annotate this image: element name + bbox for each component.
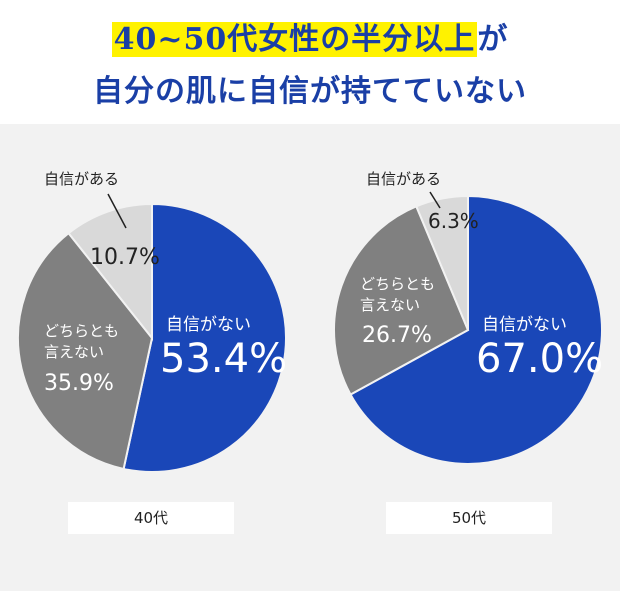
title-line-1: 40~50代女性の半分以上が (0, 14, 620, 58)
age-label-50s-text: 50代 (451, 509, 487, 527)
pie-slice-no-confidence-50s (349, 194, 603, 465)
age-label-40s: 40代 (68, 502, 234, 534)
value-confident-40s: 10.7% (90, 245, 160, 270)
pie-slice-confident-40s (67, 202, 153, 341)
pie-charts: 自信がある 10.7% どちらとも 言えない 35.9% 自信がない 53.4%… (17, 170, 603, 473)
label-neither-40s-line2: 言えない (44, 343, 104, 361)
age-label-40s-text: 40代 (133, 509, 169, 527)
label-no-confidence-50s: 自信がない (482, 315, 567, 335)
label-confident-50s: 自信がある (366, 170, 441, 188)
leader-line-50s (429, 191, 441, 209)
pie-slice-neither-40s (17, 231, 154, 471)
leader-line-40s (107, 193, 127, 229)
title-highlight: 40~50代女性の半分以上 (111, 22, 478, 57)
pie-slice-no-confidence-40s (122, 202, 287, 473)
chart-panel: 自信がある 10.7% どちらとも 言えない 35.9% 自信がない 53.4%… (0, 124, 620, 591)
label-neither-40s-line1: どちらとも (44, 322, 119, 340)
value-neither-50s: 26.7% (362, 323, 432, 348)
title-suffix: が (477, 22, 509, 57)
value-neither-40s: 35.9% (44, 371, 114, 396)
value-no-confidence-40s: 53.4% (160, 336, 287, 382)
value-confident-50s: 6.3% (428, 209, 479, 233)
label-no-confidence-40s: 自信がない (166, 315, 251, 335)
pie-slice-confident-50s (415, 194, 469, 331)
label-neither-50s-line1: どちらとも (360, 275, 435, 293)
label-neither-50s-line2: 言えない (360, 296, 420, 314)
pie-slice-neither-50s (333, 205, 470, 396)
value-no-confidence-50s: 67.0% (476, 336, 603, 382)
age-label-50s: 50代 (386, 502, 552, 534)
pie-chart-50s (333, 194, 603, 465)
label-confident-40s: 自信がある (44, 170, 119, 188)
pie-chart-40s (17, 202, 287, 473)
header: 40~50代女性の半分以上が 自分の肌に自信が持てていない (0, 0, 620, 124)
title-line-2: 自分の肌に自信が持てていない (93, 74, 527, 109)
